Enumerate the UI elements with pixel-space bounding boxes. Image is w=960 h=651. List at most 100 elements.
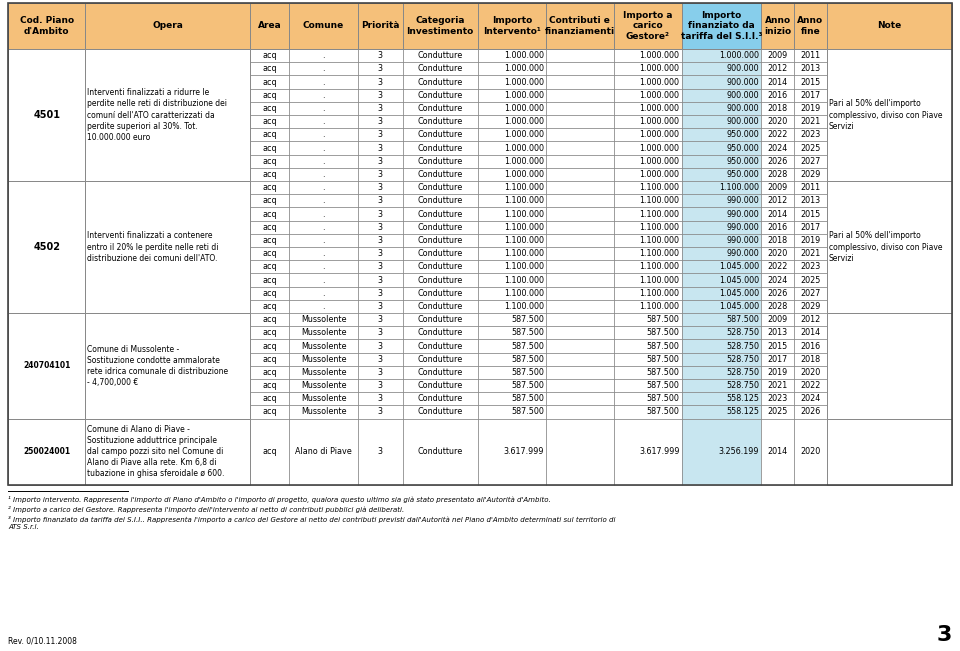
Text: .: .: [323, 288, 324, 298]
Text: 2027: 2027: [801, 288, 821, 298]
Bar: [613, 260, 682, 273]
Bar: [682, 392, 761, 406]
Bar: [613, 326, 682, 339]
Text: 1.100.000: 1.100.000: [504, 236, 543, 245]
Text: 3: 3: [378, 210, 383, 219]
Bar: [682, 102, 761, 115]
Bar: [794, 366, 827, 379]
Bar: [250, 168, 289, 181]
Bar: [613, 392, 682, 406]
Bar: [289, 76, 358, 89]
Text: 990.000: 990.000: [727, 210, 759, 219]
Text: 3: 3: [378, 447, 383, 456]
Text: 3: 3: [378, 77, 383, 87]
Bar: [250, 313, 289, 326]
Text: acq: acq: [262, 288, 276, 298]
Bar: [794, 392, 827, 406]
Text: 1.100.000: 1.100.000: [504, 249, 543, 258]
Text: acq: acq: [262, 355, 276, 364]
Bar: [761, 168, 794, 181]
Bar: [546, 181, 613, 194]
Bar: [402, 313, 478, 326]
Bar: [478, 260, 546, 273]
Bar: [613, 286, 682, 300]
Bar: [289, 247, 358, 260]
Bar: [402, 181, 478, 194]
Text: 1.100.000: 1.100.000: [504, 275, 543, 284]
Bar: [613, 286, 682, 300]
Bar: [402, 154, 478, 168]
Bar: [289, 208, 358, 221]
Bar: [682, 76, 761, 89]
Text: 2021: 2021: [801, 249, 821, 258]
Bar: [402, 339, 478, 353]
Text: 900.000: 900.000: [727, 117, 759, 126]
Text: acq: acq: [262, 342, 276, 350]
Bar: [794, 300, 827, 313]
Text: 2018: 2018: [767, 104, 787, 113]
Bar: [478, 141, 546, 154]
Bar: [546, 3, 613, 49]
Bar: [478, 3, 546, 49]
Bar: [478, 300, 546, 313]
Bar: [682, 326, 761, 339]
Bar: [289, 273, 358, 286]
Bar: [546, 168, 613, 181]
Text: 587.500: 587.500: [647, 408, 680, 417]
Text: 2015: 2015: [767, 342, 787, 350]
Text: acq: acq: [262, 183, 276, 192]
Bar: [794, 379, 827, 392]
Bar: [402, 208, 478, 221]
Bar: [546, 326, 613, 339]
Text: 1.100.000: 1.100.000: [504, 197, 543, 205]
Text: Comune di Mussolente -
Sostituzione condotte ammalorate
rete idrica comunale di : Comune di Mussolente - Sostituzione cond…: [87, 344, 228, 387]
Bar: [613, 168, 682, 181]
Bar: [289, 379, 358, 392]
Text: 3: 3: [937, 625, 952, 645]
Bar: [402, 379, 478, 392]
Bar: [761, 247, 794, 260]
Text: .: .: [323, 157, 324, 166]
Bar: [250, 181, 289, 194]
Bar: [358, 154, 402, 168]
Text: 1.000.000: 1.000.000: [639, 90, 680, 100]
Bar: [289, 62, 358, 76]
Bar: [761, 154, 794, 168]
Bar: [682, 208, 761, 221]
Bar: [613, 313, 682, 326]
Bar: [761, 300, 794, 313]
Text: Mussolente: Mussolente: [300, 408, 347, 417]
Bar: [358, 62, 402, 76]
Text: 2024: 2024: [801, 395, 821, 404]
Bar: [250, 49, 289, 62]
Bar: [546, 221, 613, 234]
Bar: [613, 234, 682, 247]
Bar: [794, 419, 827, 484]
Bar: [478, 326, 546, 339]
Text: Comune di Alano di Piave -
Sostituzione adduttrice principale
dal campo pozzi si: Comune di Alano di Piave - Sostituzione …: [87, 425, 225, 478]
Text: acq: acq: [262, 197, 276, 205]
Text: 2019: 2019: [767, 368, 787, 377]
Bar: [613, 379, 682, 392]
Text: 3: 3: [378, 51, 383, 60]
Bar: [761, 260, 794, 273]
Bar: [546, 194, 613, 208]
Text: Mussolente: Mussolente: [300, 328, 347, 337]
Bar: [546, 392, 613, 406]
Bar: [613, 168, 682, 181]
Text: 1.000.000: 1.000.000: [504, 104, 543, 113]
Bar: [250, 300, 289, 313]
Bar: [613, 76, 682, 89]
Bar: [613, 419, 682, 484]
Bar: [478, 194, 546, 208]
Text: 1.000.000: 1.000.000: [639, 157, 680, 166]
Bar: [402, 194, 478, 208]
Bar: [250, 234, 289, 247]
Bar: [682, 181, 761, 194]
Bar: [761, 168, 794, 181]
Bar: [682, 141, 761, 154]
Bar: [402, 208, 478, 221]
Text: Contributi e
finanziamenti: Contributi e finanziamenti: [544, 16, 614, 36]
Bar: [250, 3, 289, 49]
Bar: [402, 89, 478, 102]
